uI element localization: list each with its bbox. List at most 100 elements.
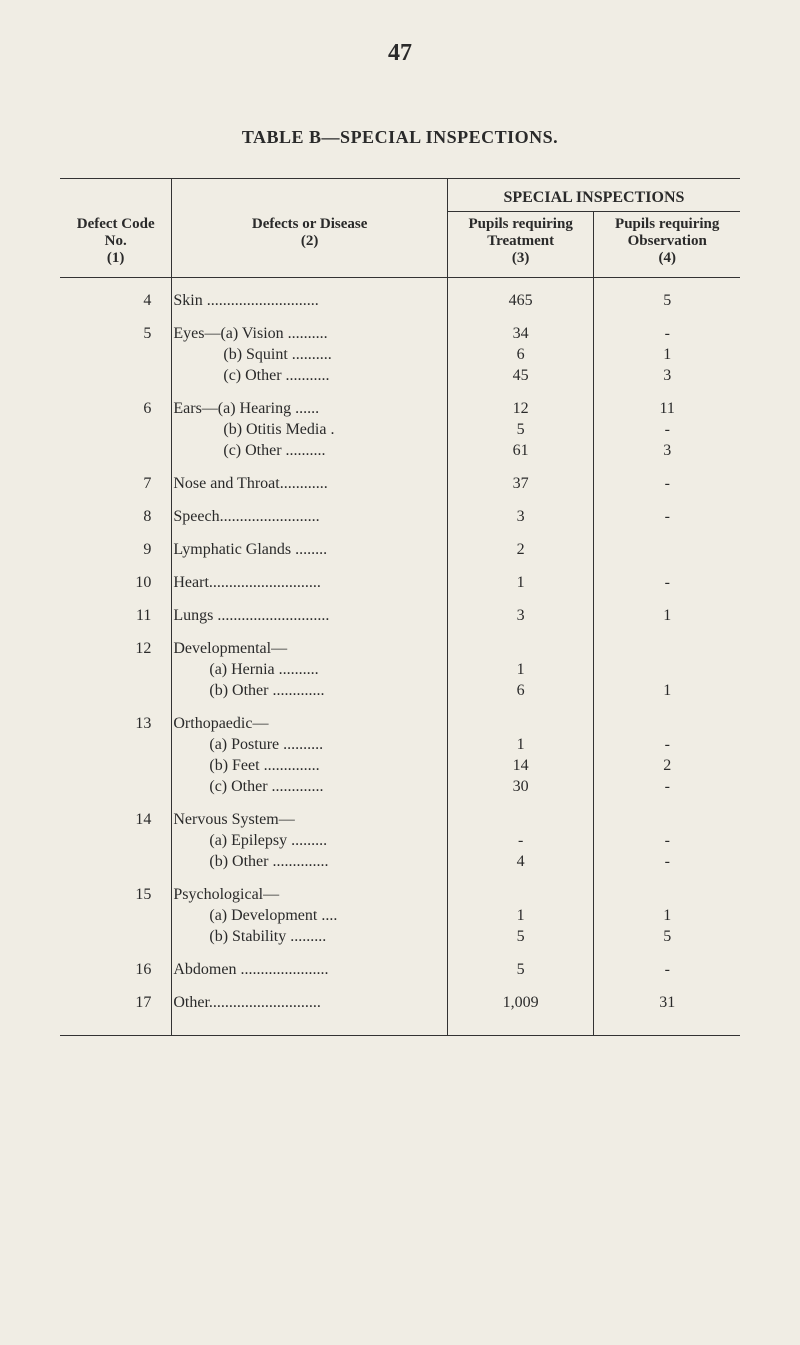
treatment-cell	[447, 701, 594, 734]
treatment-cell: 61	[447, 440, 594, 461]
table-row: 4Skin ............................4655	[60, 278, 740, 312]
treatment-cell: 6	[447, 680, 594, 701]
observation-cell: -	[594, 419, 740, 440]
observation-cell: 1	[594, 344, 740, 365]
code-cell: 10	[60, 560, 172, 593]
treatment-cell: 1	[447, 560, 594, 593]
observation-cell: -	[594, 734, 740, 755]
observation-cell: -	[594, 776, 740, 797]
code-cell	[60, 755, 172, 776]
disease-cell: (b) Squint ..........	[172, 344, 448, 365]
treatment-cell: -	[447, 830, 594, 851]
observation-cell: -	[594, 830, 740, 851]
col-header-code-label: Defect Code No.	[77, 216, 155, 249]
code-cell	[60, 776, 172, 797]
code-cell: 8	[60, 494, 172, 527]
code-cell	[60, 905, 172, 926]
observation-cell: 2	[594, 755, 740, 776]
observation-cell: 1	[594, 593, 740, 626]
treatment-cell: 6	[447, 344, 594, 365]
observation-cell: 31	[594, 980, 740, 1013]
code-cell: 15	[60, 872, 172, 905]
table-row: (a) Hernia ..........1	[60, 659, 740, 680]
disease-cell: Developmental—	[172, 626, 448, 659]
table-row: (b) Feet ..............142	[60, 755, 740, 776]
table-row: (b) Other .............61	[60, 680, 740, 701]
treatment-cell: 45	[447, 365, 594, 386]
observation-cell: 11	[594, 386, 740, 419]
observation-cell: 3	[594, 440, 740, 461]
page-number: 47	[60, 40, 740, 67]
table-row: 10Heart............................1-	[60, 560, 740, 593]
observation-cell	[594, 797, 740, 830]
disease-cell: Eyes—(a) Vision ..........	[172, 311, 448, 344]
code-cell	[60, 680, 172, 701]
observation-cell	[594, 701, 740, 734]
treatment-cell	[447, 626, 594, 659]
table-row: 13Orthopaedic—	[60, 701, 740, 734]
disease-cell: Orthopaedic—	[172, 701, 448, 734]
col-header-treatment-label: Pupils requiring Treatment	[468, 216, 572, 249]
col-header-observation-label: Pupils requiring Observation	[615, 216, 719, 249]
observation-cell: -	[594, 461, 740, 494]
observation-cell: 5	[594, 926, 740, 947]
disease-cell: (a) Posture ..........	[172, 734, 448, 755]
code-cell: 16	[60, 947, 172, 980]
observation-cell: -	[594, 560, 740, 593]
table-row: 7Nose and Throat............37-	[60, 461, 740, 494]
treatment-cell: 465	[447, 278, 594, 312]
table-row: (b) Squint ..........61	[60, 344, 740, 365]
observation-cell: -	[594, 947, 740, 980]
disease-cell: (a) Epilepsy .........	[172, 830, 448, 851]
code-cell: 9	[60, 527, 172, 560]
col-header-treatment: Pupils requiring Treatment (3)	[447, 212, 594, 278]
disease-cell: Lymphatic Glands ........	[172, 527, 448, 560]
observation-cell	[594, 872, 740, 905]
table-row: (a) Epilepsy .........--	[60, 830, 740, 851]
treatment-cell: 30	[447, 776, 594, 797]
col-header-observation: Pupils requiring Observation (4)	[594, 212, 740, 278]
table-row: (c) Other .............30-	[60, 776, 740, 797]
table-row: 16Abdomen ......................5-	[60, 947, 740, 980]
disease-cell: (b) Feet ..............	[172, 755, 448, 776]
treatment-cell: 1,009	[447, 980, 594, 1013]
observation-cell: 5	[594, 278, 740, 312]
disease-cell: (a) Hernia ..........	[172, 659, 448, 680]
disease-cell: Lungs ............................	[172, 593, 448, 626]
disease-cell: (b) Other .............	[172, 680, 448, 701]
disease-cell: (a) Development ....	[172, 905, 448, 926]
table-row: 12Developmental—	[60, 626, 740, 659]
code-cell	[60, 344, 172, 365]
code-cell	[60, 734, 172, 755]
disease-cell: Other............................	[172, 980, 448, 1013]
table-row: 14Nervous System—	[60, 797, 740, 830]
col-header-treatment-sub: (3)	[512, 250, 530, 266]
table-row: (b) Stability .........55	[60, 926, 740, 947]
table-title: TABLE B—SPECIAL INSPECTIONS.	[60, 127, 740, 148]
code-cell	[60, 365, 172, 386]
col-header-disease-label: Defects or Disease	[252, 216, 368, 232]
observation-cell	[594, 659, 740, 680]
disease-cell: (c) Other .............	[172, 776, 448, 797]
table-row: (a) Posture ..........1-	[60, 734, 740, 755]
observation-cell: 1	[594, 905, 740, 926]
code-cell	[60, 830, 172, 851]
code-cell	[60, 926, 172, 947]
col-header-code-sub: (1)	[107, 250, 125, 266]
observation-cell	[594, 527, 740, 560]
super-header: SPECIAL INSPECTIONS	[447, 179, 740, 212]
code-cell: 6	[60, 386, 172, 419]
disease-cell: (c) Other ..........	[172, 440, 448, 461]
code-cell	[60, 419, 172, 440]
code-cell: 17	[60, 980, 172, 1013]
table-row: (c) Other ..........613	[60, 440, 740, 461]
treatment-cell: 34	[447, 311, 594, 344]
table-row: (c) Other ...........453	[60, 365, 740, 386]
col-header-observation-sub: (4)	[658, 250, 676, 266]
observation-cell: -	[594, 494, 740, 527]
disease-cell: (b) Stability .........	[172, 926, 448, 947]
treatment-cell: 5	[447, 926, 594, 947]
disease-cell: Abdomen ......................	[172, 947, 448, 980]
disease-cell: Psychological—	[172, 872, 448, 905]
treatment-cell: 1	[447, 659, 594, 680]
